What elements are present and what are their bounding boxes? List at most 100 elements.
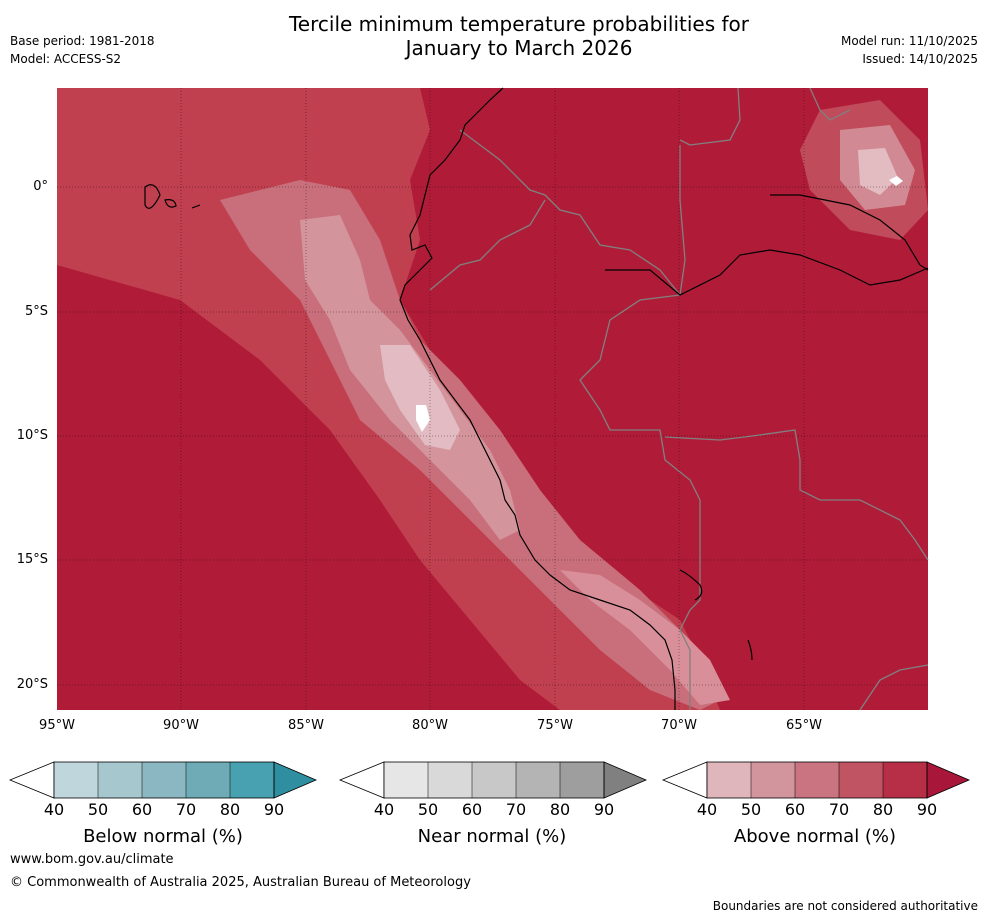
- issued-date: Issued: 14/10/2025: [862, 52, 978, 66]
- lon-label-70w: 70°W: [661, 718, 697, 733]
- header-left: Base period: 1981-2018 Model: ACCESS-S2: [10, 32, 155, 68]
- border-chile-bolivia: [679, 609, 691, 710]
- title-line-2: January to March 2026: [405, 36, 633, 60]
- lat-label-10s: 10°S: [16, 428, 48, 443]
- lat-label-20s: 20°S: [16, 677, 48, 692]
- lon-label-90w: 90°W: [163, 718, 199, 733]
- model-name: Model: ACCESS-S2: [10, 52, 122, 66]
- lon-label-65w: 65°W: [786, 718, 822, 733]
- base-period: Base period: 1981-2018: [10, 34, 155, 48]
- lake-poopo: [747, 639, 753, 661]
- coastal-core-below-40: [416, 405, 430, 432]
- above-bin-40-50: [707, 762, 751, 798]
- lon-label-85w: 85°W: [288, 718, 324, 733]
- border-colombia-brazil: [679, 87, 741, 146]
- galapagos-island-2: [164, 199, 177, 208]
- ocean-core-80-90: [57, 265, 560, 710]
- colorbar-title-near: Near normal (%): [417, 826, 567, 847]
- above-tick-40: 40: [696, 800, 718, 819]
- lat-label-5s: 5°S: [24, 304, 48, 319]
- amazon-river: [605, 249, 929, 296]
- near-bin-60-70: [472, 762, 516, 798]
- below-tick-90: 90: [263, 800, 285, 819]
- border-colombia-brazil-south: [679, 145, 686, 296]
- near-extend-high: [603, 761, 648, 799]
- near-tick-70: 70: [505, 800, 527, 819]
- footer-disclaimer: Boundaries are not considered authoritat…: [712, 899, 978, 913]
- border-peru-brazil-bolivia: [579, 294, 701, 611]
- near-tick-90: 90: [593, 800, 615, 819]
- country-borders: [429, 87, 929, 711]
- lake-titicaca: [679, 569, 703, 601]
- near-bin-70-80: [516, 762, 560, 798]
- near-tick-40: 40: [373, 800, 395, 819]
- below-extend-low: [8, 761, 55, 799]
- map-fill-layer: [57, 88, 928, 710]
- title-line-1: Tercile minimum temperature probabilitie…: [288, 12, 750, 36]
- coastal-core-40-50: [380, 345, 460, 450]
- near-bin-80-90: [560, 762, 604, 798]
- above-tick-70: 70: [828, 800, 850, 819]
- colorbar-near-normal: [338, 761, 648, 799]
- lon-label-95w: 95°W: [39, 718, 75, 733]
- above-bin-50-60: [751, 762, 795, 798]
- amazon-river-north: [770, 194, 929, 271]
- above-extend-low: [661, 761, 708, 799]
- below-tick-80: 80: [219, 800, 241, 819]
- below-bin-40-50: [54, 762, 98, 798]
- lat-label-0: 0°: [33, 179, 48, 194]
- below-bin-60-70: [142, 762, 186, 798]
- lat-label-15s: 15°S: [16, 552, 48, 567]
- footer-copyright: © Commonwealth of Australia 2025, Austra…: [10, 875, 471, 890]
- near-tick-50: 50: [417, 800, 439, 819]
- galapagos-island-1: [144, 184, 161, 209]
- coastlines: [144, 87, 929, 710]
- model-run: Model run: 11/10/2025: [840, 34, 978, 48]
- pacific-coastline: [399, 87, 676, 710]
- colorbar-below-normal: [8, 761, 318, 799]
- colorbar-title-above: Above normal (%): [733, 826, 897, 847]
- header-right: Model run: 11/10/2025 Issued: 14/10/2025: [841, 32, 978, 68]
- near-tick-60: 60: [461, 800, 483, 819]
- colorbar-above-normal: [661, 761, 971, 799]
- above-bin-60-70: [795, 762, 839, 798]
- galapagos-island-3: [191, 204, 201, 209]
- above-extend-high: [926, 761, 971, 799]
- border-bolivia-brazil: [664, 429, 929, 561]
- border-colombia-peru: [459, 129, 681, 296]
- above-tick-90: 90: [916, 800, 938, 819]
- near-bin-50-60: [428, 762, 472, 798]
- below-tick-60: 60: [131, 800, 153, 819]
- below-tick-40: 40: [43, 800, 65, 819]
- border-bolivia-paraguay: [859, 664, 929, 711]
- above-bin-70-80: [839, 762, 883, 798]
- near-outline: [383, 761, 605, 799]
- below-bin-70-80: [186, 762, 230, 798]
- below-bin-50-60: [98, 762, 142, 798]
- border-ecuador-peru: [429, 199, 546, 291]
- above-tick-50: 50: [740, 800, 762, 819]
- colorbar-title-below: Below normal (%): [83, 826, 243, 847]
- below-extend-high: [273, 761, 318, 799]
- northeast-below-40: [889, 176, 903, 186]
- above-tick-60: 60: [784, 800, 806, 819]
- near-bin-40-50: [384, 762, 428, 798]
- map-title: Tercile minimum temperature probabilitie…: [0, 12, 988, 60]
- below-outline: [53, 761, 275, 799]
- near-extend-low: [338, 761, 385, 799]
- above-outline: [706, 761, 928, 799]
- above-bin-80-90: [883, 762, 927, 798]
- below-tick-70: 70: [175, 800, 197, 819]
- below-bin-80-90: [230, 762, 274, 798]
- northeast-40-50: [858, 148, 898, 195]
- footer-url: www.bom.gov.au/climate: [10, 852, 174, 867]
- lon-label-80w: 80°W: [412, 718, 448, 733]
- border-venezuela: [809, 87, 851, 121]
- lon-label-75w: 75°W: [537, 718, 573, 733]
- above-tick-80: 80: [872, 800, 894, 819]
- southern-tail-50-60: [560, 570, 730, 705]
- below-tick-50: 50: [87, 800, 109, 819]
- near-tick-80: 80: [549, 800, 571, 819]
- graticule: [57, 88, 928, 710]
